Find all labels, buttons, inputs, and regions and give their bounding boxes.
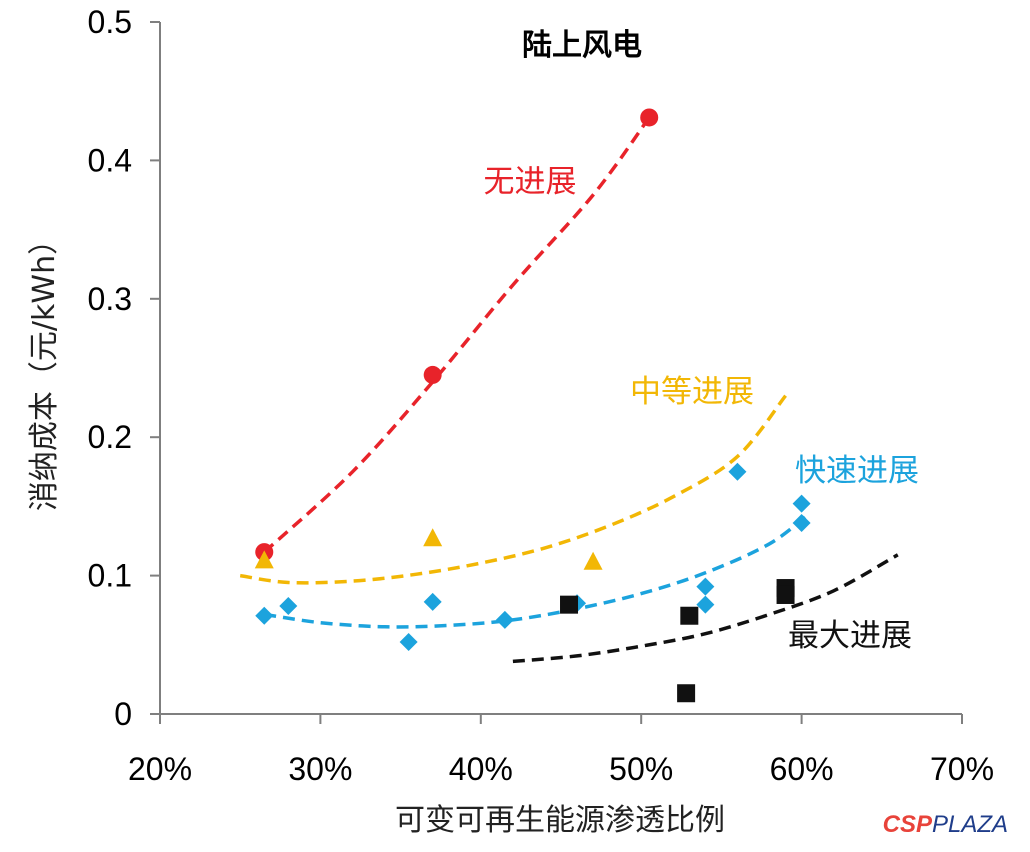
y-tick-label: 0.1 [88, 558, 132, 594]
data-point-fast-progress [792, 494, 811, 513]
y-tick-label: 0.2 [88, 419, 132, 455]
y-tick-label: 0 [114, 696, 132, 732]
series-label-fast-progress: 快速进展 [795, 453, 919, 489]
x-tick-label: 30% [288, 751, 352, 787]
data-point-fast-progress [495, 610, 514, 629]
x-axis-title: 可变可再生能源渗透比例 [395, 803, 725, 838]
series-label-max-progress: 最大进展 [788, 618, 912, 654]
data-point-fast-progress [728, 462, 747, 481]
data-point-moderate-progress [583, 551, 603, 570]
trend-line-no-progress [263, 116, 651, 554]
ticks-layer: 20% 30% 40% 50% 60% 70% 0 0.1 0.2 0.3 0.4 0.5 [88, 4, 995, 787]
data-point-no-progress [423, 365, 442, 384]
y-axis-title: 消纳成本（元/kWh） [27, 225, 62, 511]
x-tick-label: 20% [128, 751, 192, 787]
y-tick-label: 0.4 [88, 142, 132, 178]
trend-line-fast-progress [264, 511, 811, 629]
data-point-max-progress [560, 595, 579, 614]
trend-line-max-progress [512, 553, 899, 664]
series-label-moderate-progress: 中等进展 [630, 374, 754, 410]
data-point-moderate-progress [254, 550, 274, 569]
y-tick-label: 0.5 [88, 4, 132, 40]
trend-layer [239, 116, 899, 664]
data-point-max-progress [776, 585, 795, 604]
x-tick-label: 70% [930, 751, 994, 787]
x-tick-label: 60% [770, 751, 834, 787]
x-tick-label: 40% [449, 751, 513, 787]
data-point-fast-progress [399, 633, 418, 652]
watermark-logo: CSPPLAZA [883, 811, 1008, 838]
data-point-moderate-progress [423, 528, 443, 547]
chart-title: 陆上风电 [522, 28, 642, 63]
data-point-fast-progress [792, 514, 811, 533]
points-layer [254, 108, 811, 703]
data-point-no-progress [640, 108, 659, 127]
trend-line-moderate-progress [239, 394, 787, 585]
series-label-no-progress: 无进展 [484, 164, 577, 200]
data-point-max-progress [680, 606, 699, 625]
data-point-fast-progress [255, 606, 274, 625]
x-tick-label: 50% [609, 751, 673, 787]
data-point-fast-progress [279, 597, 298, 616]
data-point-fast-progress [696, 577, 715, 596]
data-point-max-progress [677, 684, 696, 703]
data-point-fast-progress [696, 595, 715, 614]
y-tick-label: 0.3 [88, 281, 132, 317]
data-point-fast-progress [423, 592, 442, 611]
